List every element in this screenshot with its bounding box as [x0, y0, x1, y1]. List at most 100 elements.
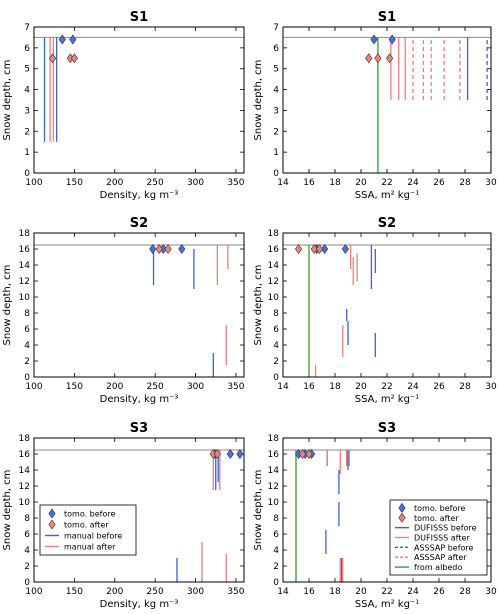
- y-tick-label: 0: [24, 373, 30, 383]
- y-tick-label: 8: [24, 309, 30, 319]
- plot-frame: [282, 232, 492, 378]
- y-tick-label: 10: [268, 498, 280, 508]
- legend-marker: [398, 502, 406, 513]
- panel-1: S1 100 150 200 250 300 350 0 1 2 3 4 5 6 7 Density, kg …: [2, 10, 245, 201]
- x-tick-label: 14: [277, 587, 289, 597]
- legend: tomo. before tomo. after manual before manu…: [39, 504, 137, 556]
- x-tick-label: 250: [147, 178, 164, 188]
- x-tick-label: 28: [459, 178, 471, 188]
- legend-label: ASSSAP after: [414, 553, 467, 562]
- tomo-after-marker: [70, 53, 78, 64]
- y-tick-label: 0: [273, 373, 279, 383]
- y-tick-label: 2: [24, 127, 30, 137]
- legend-marker: [48, 519, 56, 530]
- y-tick-label: 1: [24, 148, 30, 158]
- y-tick-label: 12: [268, 482, 279, 492]
- y-tick-label: 8: [273, 514, 279, 524]
- y-tick-label: 18: [19, 229, 31, 239]
- y-tick-label: 18: [19, 434, 31, 444]
- y-tick-label: 0: [24, 578, 30, 588]
- x-tick-label: 200: [106, 587, 123, 597]
- tomo-before-marker: [370, 34, 378, 45]
- y-axis-label: Snow depth, cm: [253, 470, 264, 551]
- panel-title: S1: [130, 10, 148, 25]
- y-tick-label: 14: [19, 261, 31, 271]
- y-tick-label: 10: [19, 498, 31, 508]
- y-tick-label: 12: [19, 277, 30, 287]
- y-axis-label: Snow depth, cm: [2, 470, 13, 551]
- x-tick-label: 300: [187, 178, 204, 188]
- x-tick-label: 24: [407, 178, 419, 188]
- x-tick-label: 30: [485, 382, 497, 392]
- tomo-after-marker: [298, 448, 307, 460]
- x-tick-label: 18: [329, 587, 341, 597]
- tomo-before-marker: [58, 34, 66, 45]
- y-tick-label: 4: [273, 341, 279, 351]
- x-tick-label: 150: [66, 587, 83, 597]
- x-tick-label: 250: [147, 382, 164, 392]
- tomo-before-marker: [321, 243, 329, 255]
- plot-frame: [282, 26, 492, 174]
- y-axis-label: Snow depth, cm: [2, 265, 13, 346]
- y-tick-label: 18: [268, 434, 280, 444]
- plot-frame: [33, 437, 245, 583]
- legend-label: tomo. after: [414, 514, 459, 523]
- tomo-after-marker: [374, 53, 382, 64]
- x-tick-label: 26: [433, 178, 445, 188]
- y-tick-label: 14: [19, 466, 31, 476]
- x-axis-label: SSA, m² kg⁻¹: [355, 190, 419, 201]
- y-tick-label: 2: [273, 127, 279, 137]
- y-tick-label: 2: [273, 357, 279, 367]
- x-axis-label: SSA, m² kg⁻¹: [355, 394, 419, 405]
- x-tick-label: 18: [329, 382, 341, 392]
- x-tick-label: 30: [485, 587, 497, 597]
- legend-marker: [48, 508, 56, 519]
- x-tick-label: 300: [187, 382, 204, 392]
- tomo-before-marker: [341, 243, 349, 255]
- y-tick-label: 10: [268, 293, 280, 303]
- x-tick-label: 150: [66, 178, 83, 188]
- x-tick-label: 16: [303, 178, 315, 188]
- y-tick-label: 8: [273, 309, 279, 319]
- x-tick-label: 14: [277, 178, 289, 188]
- y-tick-label: 6: [273, 44, 279, 54]
- tomo-after-marker: [213, 448, 221, 460]
- panel-3: S2 100 150 200 250 300 350 0 2 4 6 8 10 12 14 16 18 Densi…: [2, 216, 245, 405]
- y-tick-label: 0: [273, 169, 279, 179]
- panel-title: S3: [378, 421, 396, 436]
- y-tick-label: 7: [24, 23, 30, 33]
- x-tick-label: 20: [355, 178, 367, 188]
- legend-marker: [398, 512, 406, 523]
- x-tick-label: 18: [329, 178, 341, 188]
- y-tick-label: 10: [19, 293, 31, 303]
- x-tick-label: 22: [381, 382, 392, 392]
- tomo-before-marker: [226, 448, 234, 460]
- y-tick-label: 3: [24, 106, 30, 116]
- y-axis-label: Snow depth, cm: [253, 265, 264, 346]
- tomo-after-marker: [295, 243, 303, 255]
- tomo-after-marker: [305, 448, 313, 460]
- tomo-before-marker: [178, 243, 186, 255]
- y-tick-label: 4: [24, 86, 30, 96]
- y-tick-label: 7: [273, 23, 279, 33]
- panel-title: S2: [130, 216, 148, 231]
- tomo-before-marker: [149, 243, 157, 255]
- tomo-after-marker: [386, 53, 394, 64]
- x-tick-label: 20: [355, 587, 367, 597]
- x-axis-label: Density, kg m⁻³: [100, 190, 179, 201]
- tomo-before-marker: [69, 34, 77, 45]
- y-tick-label: 6: [24, 325, 30, 335]
- legend-label: ASSSAP before: [414, 543, 474, 552]
- x-tick-label: 26: [433, 382, 445, 392]
- y-tick-label: 8: [24, 514, 30, 524]
- legend-label: manual before: [64, 532, 122, 541]
- x-tick-label: 24: [407, 382, 419, 392]
- plot-frame: [282, 437, 492, 583]
- y-tick-label: 6: [273, 530, 279, 540]
- x-tick-label: 26: [433, 587, 445, 597]
- x-tick-label: 300: [187, 587, 204, 597]
- legend-label: from albedo: [414, 563, 462, 572]
- x-axis-label: SSA, m² kg⁻¹: [355, 599, 419, 610]
